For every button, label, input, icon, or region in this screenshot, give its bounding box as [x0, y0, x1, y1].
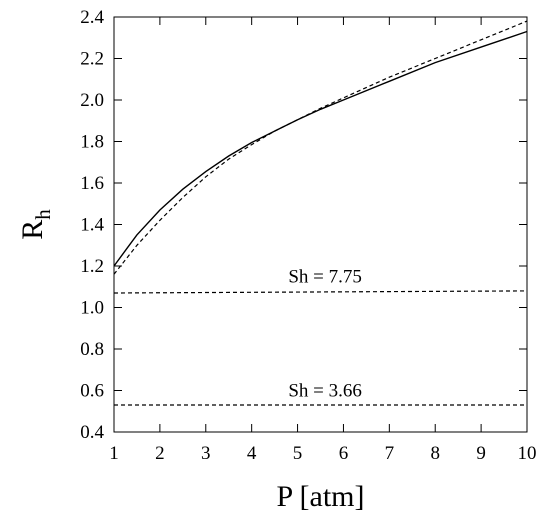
series-line-2 [113, 20, 528, 275]
x-tick-label: 3 [201, 443, 211, 464]
y-axis-title-sub: h [31, 209, 55, 220]
y-tick-label: 2.0 [80, 90, 104, 111]
plot-lines [113, 20, 528, 406]
tick-labels: 1 2 3 4 5 6 7 8 9 10 0.4 0.6 0.8 1.0 1.2 1.4 1.6 1.8 2.0 2.… [80, 7, 536, 464]
y-axis-title: Rh [16, 209, 55, 240]
x-tick-label: 8 [430, 443, 440, 464]
y-tick-label: 1.4 [80, 215, 104, 236]
ticks [113, 16, 528, 433]
x-tick-label: 4 [247, 443, 257, 464]
annotation-label: Sh = 7.75 [288, 267, 362, 288]
y-axis-title-main: R [16, 220, 49, 240]
y-tick-label: 1.8 [80, 132, 104, 153]
x-tick-label: 6 [339, 443, 349, 464]
y-tick-label: 1.2 [80, 256, 104, 277]
y-tick-label: 1.6 [80, 173, 104, 194]
y-tick-label: 0.8 [80, 339, 104, 360]
y-tick-label: 2.2 [80, 49, 104, 70]
x-tick-label: 5 [293, 443, 303, 464]
series-line-3 [113, 290, 528, 294]
y-tick-label: 0.4 [80, 422, 104, 443]
y-tick-label: 2.4 [80, 7, 104, 28]
x-tick-label: 2 [155, 443, 165, 464]
plot-frame [113, 16, 528, 433]
x-tick-label: 9 [476, 443, 486, 464]
x-tick-label: 1 [109, 443, 119, 464]
y-tick-label: 1.0 [80, 298, 104, 319]
y-tick-label: 0.6 [80, 381, 104, 402]
series-line-1 [113, 30, 528, 267]
x-axis-title: P [atm] [276, 480, 364, 513]
x-tick-label: 10 [518, 443, 537, 464]
annotations: Sh = 7.75 Sh = 3.66 [288, 267, 362, 402]
x-tick-label: 7 [385, 443, 395, 464]
annotation-label: Sh = 3.66 [288, 381, 362, 402]
